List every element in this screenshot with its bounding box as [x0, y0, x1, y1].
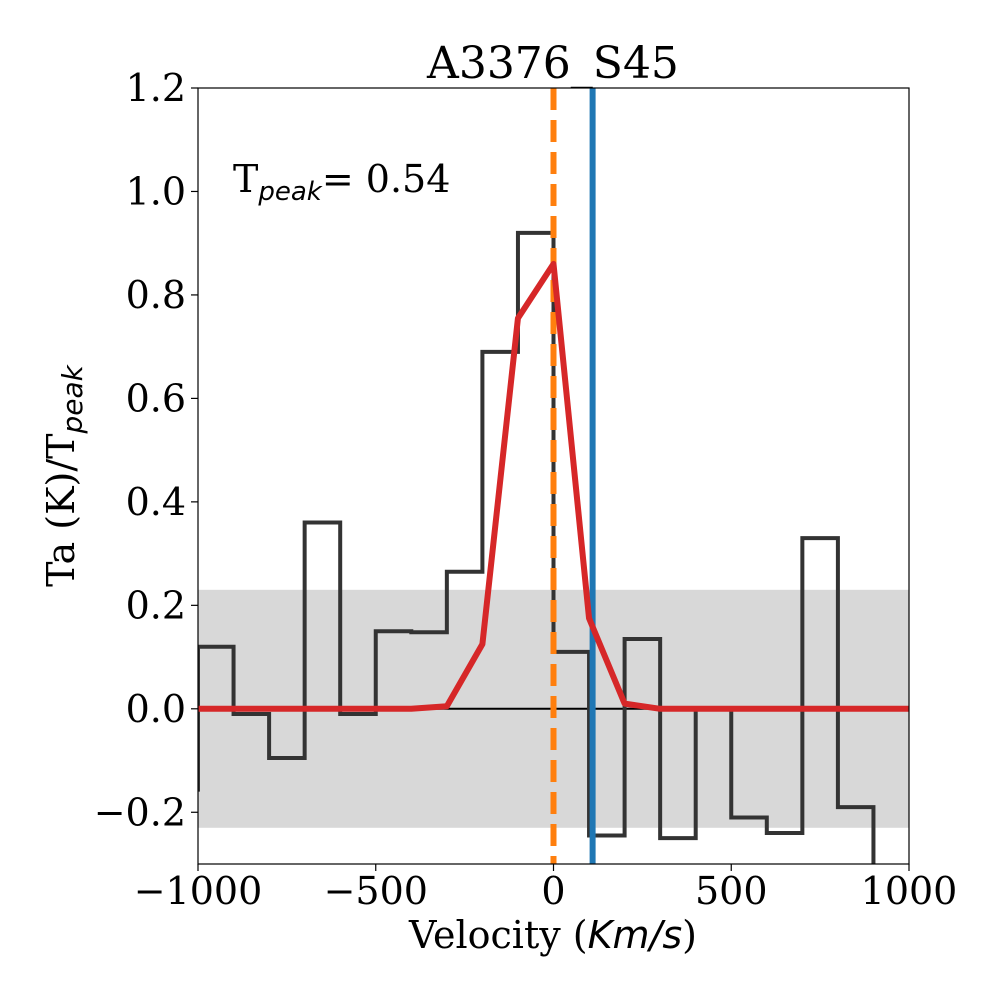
peak-annotation-main: T [233, 157, 258, 201]
y-axis-label-sub: peak [56, 363, 89, 434]
peak-annotation-value: = 0.54 [322, 157, 451, 201]
x-axis-label: Velocity (Km/s) [408, 913, 697, 957]
y-tick-label: 0.6 [126, 376, 186, 420]
x-tick-label: 0 [541, 869, 565, 913]
ticks: −1000 −500 0 500 1000 −0.2 0.0 0.2 0.4 0.6 0.8 1.0 1… [94, 66, 958, 913]
y-tick-label: 0.2 [126, 583, 186, 627]
x-axis-label-unit: Km/s [588, 913, 683, 957]
y-axis-label: Ta (K)/Tpeak [39, 363, 89, 586]
y-tick-label: 0.8 [126, 273, 186, 317]
y-axis-label-main: Ta (K)/T [39, 434, 83, 587]
x-tick-label: 1000 [861, 869, 958, 913]
gaussian-fit-line [198, 260, 909, 712]
peak-annotation: Tpeak= 0.54 [233, 157, 450, 207]
chart-title: A3376_S45 [426, 38, 679, 89]
y-tick-label: −0.2 [94, 790, 186, 834]
y-tick-label: 0.0 [126, 687, 186, 731]
plot-area [198, 88, 909, 864]
x-axis-label-close: ) [682, 913, 697, 957]
y-tick-label: 1.0 [126, 169, 186, 213]
x-tick-label: −1000 [134, 869, 263, 913]
y-tick-label: 1.2 [126, 66, 186, 110]
peak-annotation-sub: peak [257, 177, 322, 207]
y-tick-label: 0.4 [126, 480, 186, 524]
x-tick-label: −500 [324, 869, 428, 913]
x-tick-label: 500 [695, 869, 768, 913]
x-axis-label-main: Velocity ( [408, 913, 588, 957]
